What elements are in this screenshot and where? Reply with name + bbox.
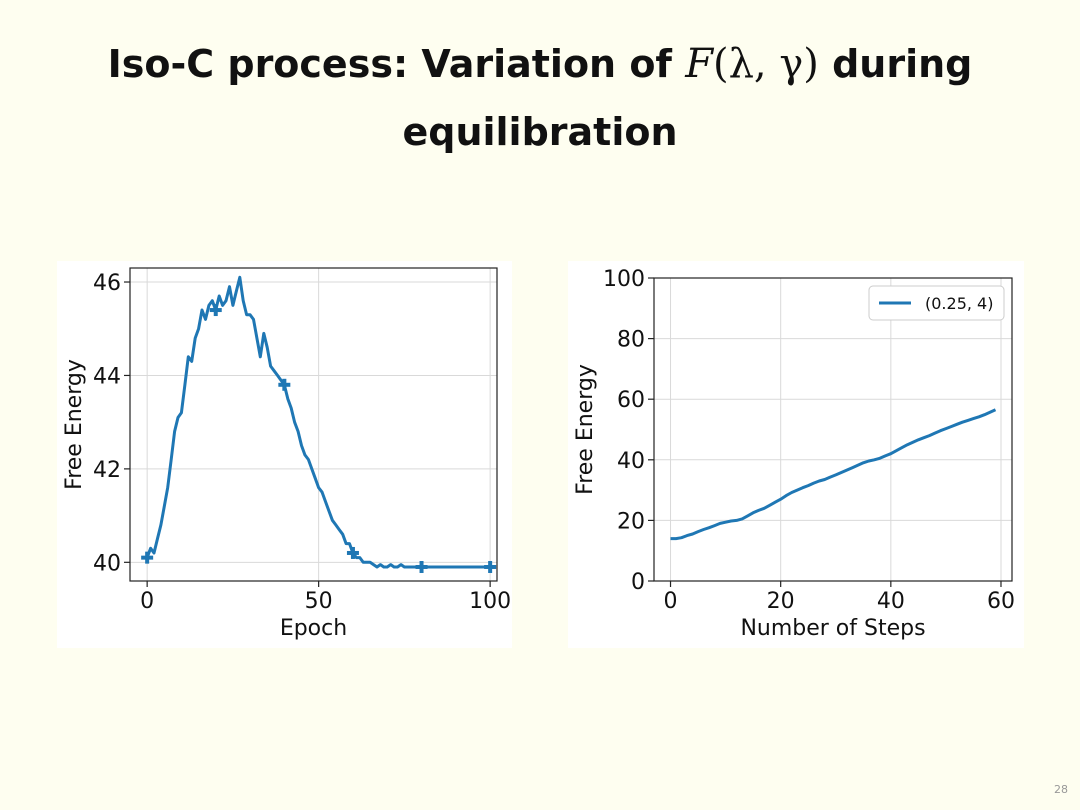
right-chart-panel: 0 20 40 60 0 20 40 60 80 100 Number of Steps Free E… xyxy=(568,261,1024,648)
slide-title: Iso-C process: Variation of F(λ, γ) duri… xyxy=(0,30,1080,166)
y-axis-label: Free Energy xyxy=(62,359,87,490)
x-axis-label: Epoch xyxy=(280,616,347,641)
data-point-marker xyxy=(415,560,428,573)
y-tick-label: 44 xyxy=(93,364,121,389)
data-point-marker xyxy=(209,304,222,317)
x-axis-label: Number of Steps xyxy=(740,616,925,641)
y-tick-label: 46 xyxy=(93,271,121,296)
axes-frame xyxy=(653,277,1013,582)
y-tick-label: 80 xyxy=(617,328,645,353)
series-line xyxy=(145,275,491,569)
title-text-prefix: Iso-C process: Variation of xyxy=(107,42,686,86)
title-math-args: (λ, γ) xyxy=(712,41,819,87)
title-math: F(λ, γ) xyxy=(685,41,819,87)
y-tick-label: 0 xyxy=(631,570,645,595)
y-tick-label: 40 xyxy=(617,449,645,474)
title-text-suffix: during xyxy=(818,42,973,86)
legend-entry: (0.25, 4) xyxy=(925,294,993,313)
y-tick-label: 60 xyxy=(617,388,645,413)
page-number: 28 xyxy=(1054,783,1068,796)
x-tick-label: 20 xyxy=(767,589,795,614)
slide-title-line-2: equilibration xyxy=(402,110,678,154)
title-math-f: F xyxy=(685,41,713,87)
data-point-marker xyxy=(346,546,359,559)
legend: (0.25, 4) xyxy=(868,285,1005,321)
data-point-marker xyxy=(278,378,291,391)
y-axis-label: Free Energy xyxy=(573,364,598,495)
x-tick-label: 0 xyxy=(140,589,154,614)
data-point-marker xyxy=(141,551,154,564)
axes-frame xyxy=(129,267,498,582)
free-energy-vs-epoch-chart: 0 50 100 40 42 44 46 Epoch Free Energy xyxy=(62,267,511,641)
x-tick-label: 100 xyxy=(469,589,511,614)
x-tick-label: 60 xyxy=(987,589,1015,614)
x-tick-label: 40 xyxy=(877,589,905,614)
grid xyxy=(654,277,1012,582)
y-tick-label: 42 xyxy=(93,458,121,483)
y-tick-label: 40 xyxy=(93,551,121,576)
x-tick-label: 50 xyxy=(305,589,333,614)
left-chart-panel: 0 50 100 40 42 44 46 Epoch Free Energy xyxy=(57,261,512,648)
free-energy-vs-steps-chart: 0 20 40 60 0 20 40 60 80 100 Number of Steps Free E… xyxy=(573,267,1015,641)
y-tick-label: 20 xyxy=(617,509,645,534)
slide-title-line-1: Iso-C process: Variation of F(λ, γ) duri… xyxy=(0,30,1080,98)
data-point-marker xyxy=(484,560,497,573)
series-line xyxy=(670,408,997,541)
grid xyxy=(130,268,497,581)
y-tick-label: 100 xyxy=(603,267,645,292)
x-tick-label: 0 xyxy=(664,589,678,614)
